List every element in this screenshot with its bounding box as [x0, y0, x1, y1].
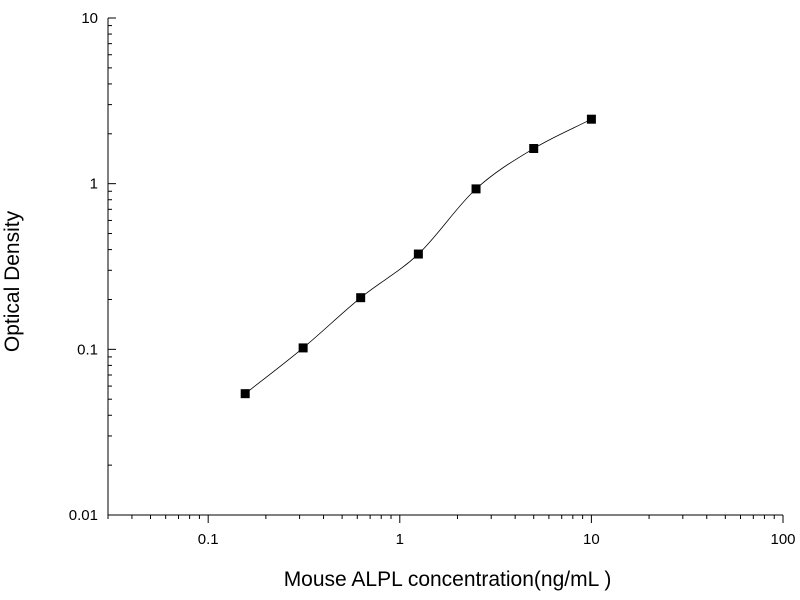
data-point	[471, 184, 481, 194]
y-axis-label: Optical Density	[1, 210, 24, 352]
plot-frame	[107, 18, 783, 516]
x-tick-label: 0.1	[198, 531, 219, 548]
y-axis-ticks: 0.01 0.1 1 10	[69, 10, 116, 524]
x-axis-label: Mouse ALPL concentration(ng/mL )	[284, 568, 612, 591]
y-tick-label: 0.01	[69, 507, 98, 524]
data-point	[298, 343, 308, 353]
data-point	[529, 144, 539, 154]
y-tick-label: 10	[81, 10, 98, 27]
data-point	[240, 389, 250, 399]
y-tick-label: 1	[90, 176, 98, 193]
y-tick-label: 0.1	[77, 341, 98, 358]
data-point	[586, 114, 596, 124]
x-axis-ticks: 0.1 1 10 100	[107, 515, 796, 548]
data-point	[413, 249, 423, 259]
data-point	[356, 293, 366, 303]
data-points	[240, 114, 596, 399]
x-tick-label: 1	[396, 531, 404, 548]
x-tick-label: 10	[583, 531, 600, 548]
x-tick-label: 100	[770, 531, 795, 548]
